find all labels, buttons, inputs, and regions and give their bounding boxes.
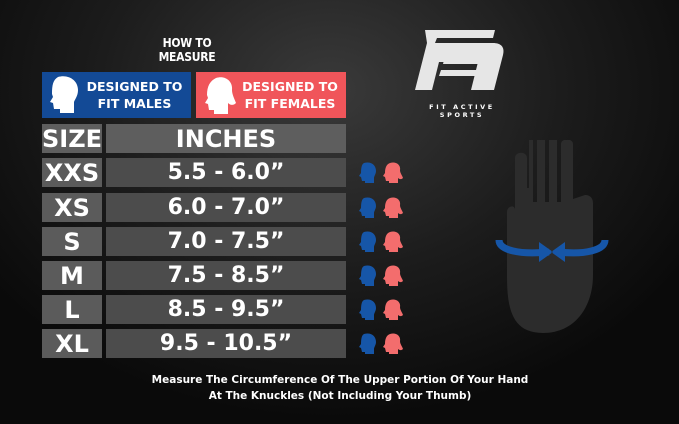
male-badge-line1: DESIGNED TO bbox=[86, 79, 183, 94]
female-head-icon bbox=[382, 265, 404, 291]
hand-illustration bbox=[495, 139, 610, 339]
male-badge-line2: FIT MALES bbox=[97, 96, 172, 111]
size-cell: M bbox=[42, 261, 102, 290]
size-cell: L bbox=[42, 295, 102, 324]
female-badge: DESIGNED TO FIT FEMALES bbox=[196, 72, 346, 118]
hand-measure-icon bbox=[495, 139, 609, 333]
gender-icons bbox=[358, 299, 404, 325]
page-title: HOW TO MEASURE bbox=[158, 36, 216, 64]
fa-logo-icon bbox=[415, 30, 504, 90]
female-head-icon bbox=[382, 333, 404, 359]
female-badge-line2: FIT FEMALES bbox=[244, 96, 336, 111]
size-cell: XL bbox=[42, 329, 102, 358]
female-badge-line1: DESIGNED TO bbox=[242, 79, 338, 94]
gender-icons bbox=[358, 231, 404, 257]
inches-cell: 5.5 - 6.0” bbox=[106, 158, 346, 187]
instruction-line2: At The Knuckles (Not Including Your Thum… bbox=[208, 390, 472, 402]
inches-cell: 8.5 - 9.5” bbox=[106, 295, 346, 324]
size-cell: XXS bbox=[42, 158, 102, 187]
female-head-icon bbox=[382, 162, 404, 188]
size-header: SIZE bbox=[42, 124, 103, 153]
male-head-icon bbox=[358, 197, 378, 223]
male-head-icon bbox=[358, 231, 378, 257]
male-head-icon bbox=[50, 76, 78, 113]
gender-icons bbox=[358, 265, 404, 291]
male-badge: DESIGNED TO FIT MALES bbox=[42, 72, 191, 118]
female-head-icon bbox=[382, 299, 404, 325]
female-head-icon bbox=[205, 77, 236, 114]
male-head-icon bbox=[358, 162, 378, 188]
gender-icons bbox=[358, 333, 404, 359]
inches-cell: 6.0 - 7.0” bbox=[106, 193, 346, 222]
inches-header: INCHES bbox=[106, 124, 346, 153]
size-cell: S bbox=[42, 227, 102, 256]
logo bbox=[415, 30, 507, 94]
brand-name: FIT ACTIVE SPORTS bbox=[429, 103, 495, 119]
male-head-icon bbox=[358, 333, 378, 359]
inches-cell: 9.5 - 10.5” bbox=[106, 329, 346, 358]
gender-icons bbox=[358, 197, 404, 223]
gender-icons bbox=[358, 162, 404, 188]
male-head-icon bbox=[358, 299, 378, 325]
inches-cell: 7.5 - 8.5” bbox=[106, 261, 346, 290]
size-cell: XS bbox=[42, 193, 102, 222]
male-head-icon bbox=[358, 265, 378, 291]
inches-cell: 7.0 - 7.5” bbox=[106, 227, 346, 256]
instruction-line1: Measure The Circumference Of The Upper P… bbox=[151, 374, 529, 386]
female-head-icon bbox=[382, 231, 404, 257]
female-head-icon bbox=[382, 197, 404, 223]
